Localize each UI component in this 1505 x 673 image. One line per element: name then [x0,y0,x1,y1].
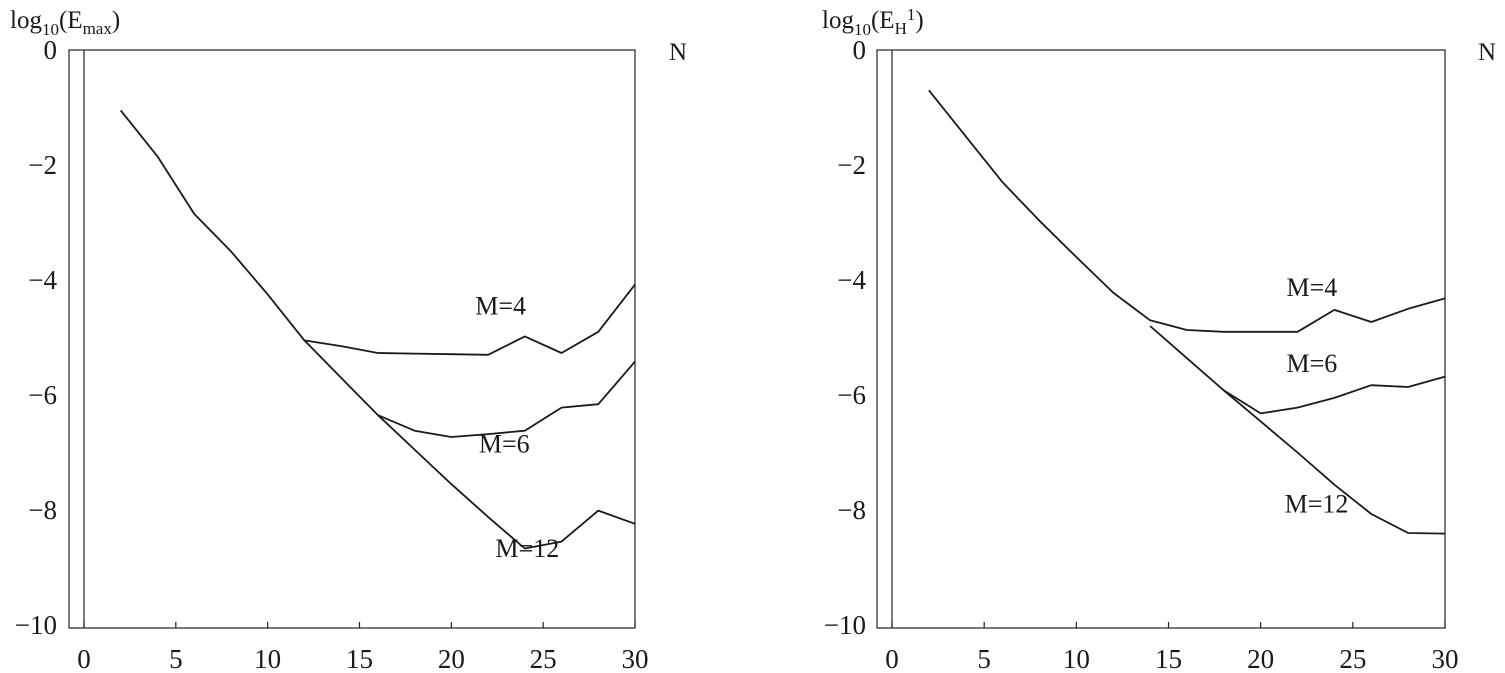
series-line-m-4 [119,109,636,356]
annotation-m-12: M=12 [495,534,559,563]
x-tick-label: 5 [977,644,991,673]
plot-frame [876,49,1446,629]
series-lines [928,89,1446,535]
series-line-m-12 [377,414,636,550]
chart-panel-max-error: log10(Emax) N 0 5 10 15 20 25 30 0−2−4−6−8−10 … [10,7,687,673]
y-tick-label: −6 [837,380,866,410]
x-tick-label: 0 [885,644,899,673]
series-annotations: M=4 M=6 M=12 [475,292,559,564]
y-tick-label: −8 [837,495,866,525]
y-tick-label: −4 [28,265,57,295]
y-tick-label: −10 [824,610,866,640]
x-tick-label: 15 [346,644,373,673]
series-line-m-4 [928,89,1446,333]
series-lines [119,109,636,550]
x-tick-label: 0 [77,644,91,673]
x-tick-labels: 0 5 10 15 20 25 30 [77,622,649,673]
x-tick-label: 20 [438,644,465,673]
x-tick-label: 10 [254,644,281,673]
y-tick-labels: 0 −2 −4 −6 −8 −10 [824,35,867,640]
annotation-m-6: M=6 [479,430,530,459]
x-tick-label: 10 [1063,644,1090,673]
y-tick-labels: 0 −2 −4 −6 −8 −10 [15,35,58,640]
y-tick-label: −10 [15,610,57,640]
series-line-m-12 [1223,389,1446,535]
y-axis-label: log10(EH1) [822,5,924,39]
y-tick-label: −2 [837,150,866,180]
x-axis-label: N [1478,39,1496,66]
annotation-m-4: M=4 [1286,273,1337,302]
y-tick-label: 0 [853,35,867,65]
x-tick-label: 15 [1155,644,1182,673]
x-tick-label: 25 [530,644,557,673]
series-line-m-6 [1149,325,1446,415]
chart-panel-h1-error: log10(EH1) N 0 5 10 15 20 25 30 0 −2 −4 −6 −8 −10 M… [822,5,1496,673]
y-tick-label: −2 [28,150,57,180]
x-tick-label: 20 [1247,644,1274,673]
series-line-m-6 [303,339,636,438]
x-tick-label: 30 [1432,644,1459,673]
y-tick-label: −8 [28,495,57,525]
y-tick-label: 0 [44,35,58,65]
x-tick-labels: 0 5 10 15 20 25 30 [885,622,1459,673]
plot-frame [68,49,636,629]
y-tick-label: −6 [28,380,57,410]
x-tick-label: 30 [622,644,649,673]
annotation-m-6: M=6 [1286,349,1337,378]
x-axis-label: N [669,39,687,66]
annotation-m-4: M=4 [475,292,526,321]
series-annotations: M=4 M=6 M=12 [1285,273,1349,518]
y-axis-label: log10(Emax) [10,7,120,39]
x-tick-label: 25 [1339,644,1366,673]
annotation-m-12: M=12 [1285,489,1349,518]
x-tick-label: 5 [169,644,183,673]
y-tick-label: −4 [837,265,866,295]
